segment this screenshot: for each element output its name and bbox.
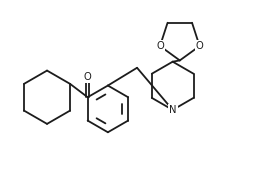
Text: O: O: [156, 41, 164, 51]
Text: N: N: [169, 105, 177, 115]
Text: O: O: [84, 72, 91, 82]
Text: O: O: [196, 41, 203, 51]
